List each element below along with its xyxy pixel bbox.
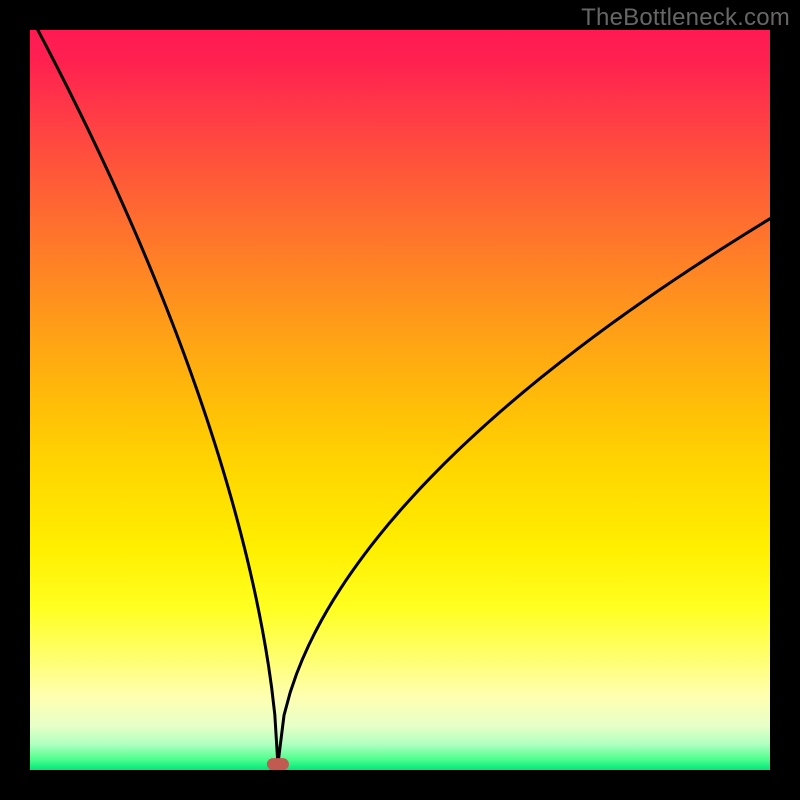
chart-svg <box>0 0 800 800</box>
optimal-marker <box>267 758 289 770</box>
gradient-plot-area <box>30 30 770 770</box>
watermark-text: TheBottleneck.com <box>581 4 790 32</box>
chart-container: TheBottleneck.com <box>0 0 800 800</box>
